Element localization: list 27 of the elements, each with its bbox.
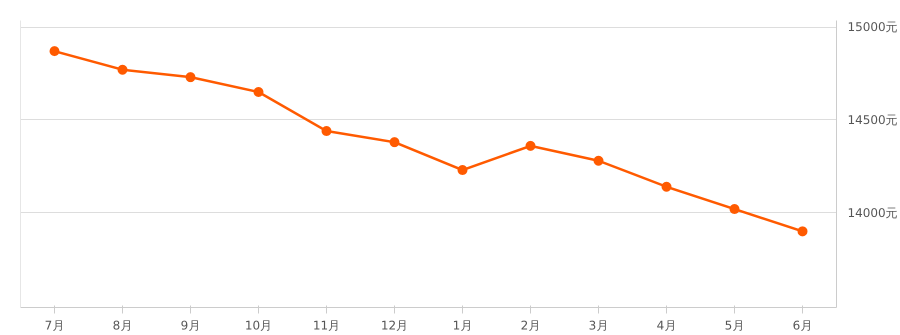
- x-tick-label: 10月: [244, 318, 272, 332]
- y-tick-label: 14500元: [848, 112, 898, 127]
- x-tick-label: 5月: [724, 318, 744, 332]
- x-tick-label: 12月: [380, 318, 408, 332]
- x-tick-label: 7月: [44, 318, 64, 332]
- point: [526, 140, 536, 151]
- x-tick-label: 3月: [588, 318, 608, 332]
- x-tick-label: 11月: [312, 318, 340, 332]
- point: [798, 226, 808, 236]
- x-tick-label: 9月: [180, 318, 200, 332]
- x-tick-label: 1月: [452, 318, 472, 332]
- y-tick-label: 15000元: [848, 20, 898, 34]
- point: [50, 46, 60, 56]
- y-tick-label: 14000元: [848, 206, 898, 220]
- point: [254, 87, 264, 98]
- point: [458, 165, 468, 176]
- x-tick-label: 8月: [112, 318, 132, 332]
- point: [594, 156, 604, 166]
- point: [186, 72, 196, 82]
- x-tick-label: 4月: [656, 318, 676, 332]
- point: [662, 182, 672, 192]
- point: [322, 126, 332, 136]
- point: [390, 137, 400, 148]
- point: [118, 64, 128, 75]
- x-tick-label: 6月: [792, 318, 812, 332]
- point: [730, 204, 740, 214]
- x-tick-label: 2月: [520, 318, 540, 332]
